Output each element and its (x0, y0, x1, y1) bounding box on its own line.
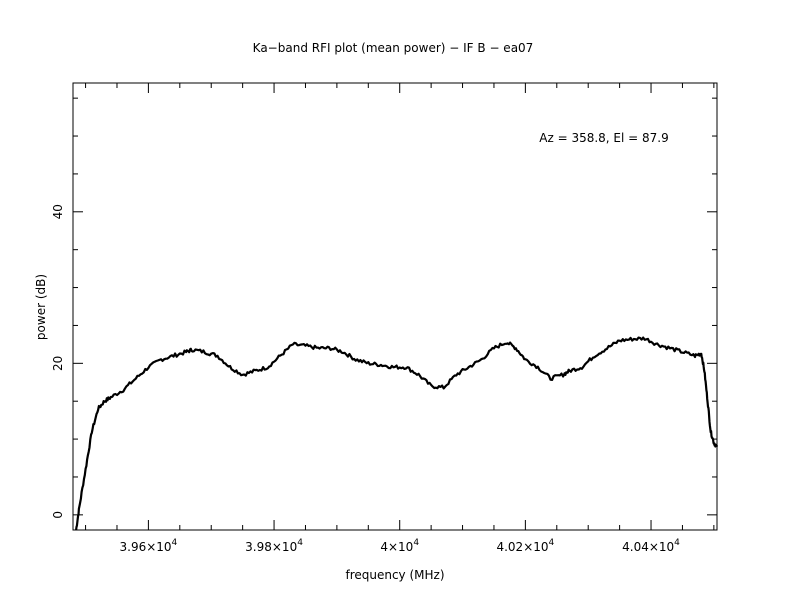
tick-labels: 0 20 40 3.96×104 3.98×104 4×104 4.02×104 4.04×1… (51, 204, 680, 554)
x-tick-label: 4.02×104 (496, 538, 554, 554)
y-tick-label: 0 (51, 511, 65, 519)
chart-title: Ka−band RFI plot (mean power) − IF B − e… (253, 41, 534, 55)
x-tick-label: 3.96×104 (120, 538, 178, 554)
y-axis-label: power (dB) (34, 274, 48, 340)
pointing-annotation: Az = 358.8, El = 87.9 (539, 131, 669, 145)
y-tick-label: 20 (51, 356, 65, 371)
axis-ticks (73, 83, 717, 530)
plot-frame (72, 82, 718, 531)
x-axis-label: frequency (MHz) (345, 568, 444, 582)
x-tick-label: 4×104 (380, 538, 419, 554)
x-tick-label: 3.98×104 (245, 538, 303, 554)
y-tick-label: 40 (51, 204, 65, 219)
x-tick-label: 4.04×104 (622, 538, 680, 554)
series-line (75, 336, 719, 531)
